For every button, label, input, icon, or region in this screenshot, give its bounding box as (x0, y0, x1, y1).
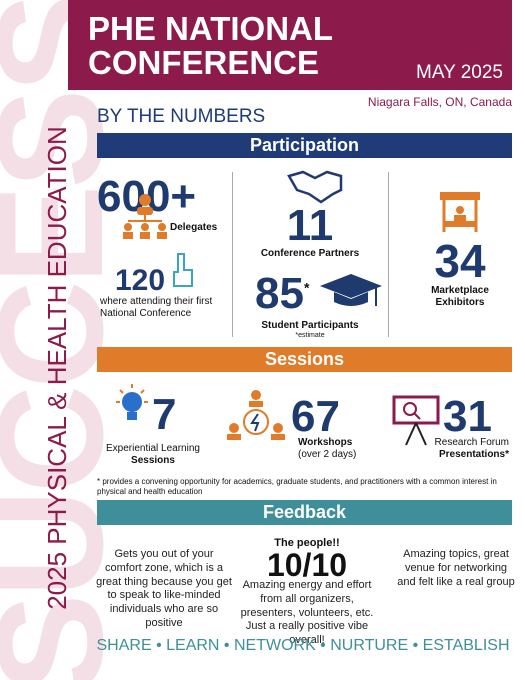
stat-number: 120 (115, 264, 166, 297)
title: PHE NATIONAL CONFERENCE (88, 12, 333, 80)
label: Experiential Learning (106, 443, 200, 454)
group-icon (227, 390, 285, 440)
stat-number: 85* (255, 272, 309, 316)
subtitle: BY THE NUMBERS (97, 106, 266, 127)
label-bold: Presentations* (438, 449, 509, 460)
label-bold: Workshops (298, 437, 353, 448)
people-icon (123, 194, 167, 239)
stat-number: 7 (152, 390, 177, 439)
divider (388, 172, 389, 337)
footer: SHARE • LEARN • NETWORK • NURTURE • ESTA… (96, 637, 510, 654)
stat-label: where attending their first National Con… (100, 296, 213, 319)
side-text: 2025 PHYSICAL & HEALTH EDUCATION (42, 126, 72, 610)
stat-label: Conference Partners (260, 248, 360, 259)
header-band (68, 0, 512, 90)
number: 85 (255, 269, 304, 318)
stat-number: 11 (286, 201, 334, 250)
stat-number: 34 (434, 235, 486, 287)
stat-label: Experiential Learning Sessions (98, 443, 208, 467)
section-bar: Sessions (97, 347, 512, 372)
quote-score: 10/10 (266, 547, 348, 583)
section-bar: Feedback (97, 500, 512, 525)
date: MAY 2025 (416, 62, 503, 83)
label: (over 2 days) (298, 449, 357, 460)
stat-number: 67 (291, 392, 340, 441)
stat-label: Delegates (170, 222, 218, 233)
grad-cap-icon (320, 274, 382, 306)
footnote: * provides a convening opportunity for a… (97, 477, 497, 496)
stat-label: Marketplace Exhibitors (431, 285, 489, 308)
quote: Gets you out of your comfort zone, which… (96, 548, 232, 629)
title-line: CONFERENCE (88, 44, 320, 81)
stat-number: 31 (443, 392, 492, 441)
presentation-icon (392, 395, 440, 446)
divider (232, 172, 233, 337)
title-line: PHE NATIONAL (88, 10, 334, 47)
asterisk: * (303, 279, 310, 296)
bulb-icon (116, 384, 148, 420)
section-bar: Participation (97, 133, 512, 158)
quote-lead: The people!! (274, 537, 340, 549)
label-bold: Sessions (131, 455, 175, 466)
booth-icon (440, 192, 480, 232)
label: Research Forum (434, 437, 509, 448)
stat-label: Student Participants (261, 320, 359, 331)
handshake-icon (287, 170, 343, 204)
quote: Amazing topics, great venue for networki… (397, 548, 515, 588)
stat-label: Workshops (over 2 days) (298, 437, 356, 461)
hand-icon (173, 253, 193, 287)
stat-label: Research Forum Presentations* (435, 437, 509, 461)
location: Niagara Falls, ON, Canada (367, 95, 512, 109)
note: *estimate (295, 332, 325, 339)
quote: Amazing energy and effort from all organ… (240, 579, 374, 646)
